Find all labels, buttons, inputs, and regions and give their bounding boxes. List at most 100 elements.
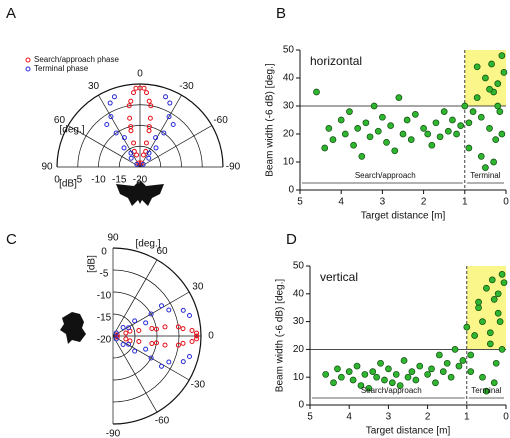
- data-point: [447, 373, 455, 381]
- data-point: [180, 340, 186, 346]
- data-point: [148, 311, 154, 317]
- data-point: [473, 63, 481, 71]
- data-point: [170, 121, 176, 127]
- data-point: [175, 342, 181, 348]
- data-point: [126, 103, 132, 109]
- data-point: [354, 125, 362, 132]
- data-point: [496, 318, 504, 325]
- data-point: [432, 379, 439, 387]
- data-point: [146, 124, 152, 130]
- r-tick-label: 0: [101, 247, 107, 258]
- data-point: [113, 130, 119, 136]
- y-tick-label: 40: [283, 73, 295, 84]
- data-point: [153, 326, 159, 332]
- data-point: [357, 382, 365, 389]
- x-tick-label: 2: [421, 197, 427, 208]
- data-point: [121, 145, 127, 151]
- theta-grid-line: [139, 125, 213, 168]
- data-point: [428, 365, 435, 373]
- phase-label-terminal: Terminal: [471, 386, 501, 395]
- data-point: [467, 368, 475, 375]
- data-point: [385, 365, 392, 373]
- x-tick-label: 2: [425, 412, 431, 423]
- data-point: [496, 108, 504, 115]
- data-point: [313, 88, 320, 96]
- data-point: [107, 100, 113, 106]
- x-tick-label: 1: [464, 412, 470, 423]
- x-tick-label: 1: [462, 197, 468, 208]
- data-point: [161, 130, 167, 136]
- data-point: [121, 135, 127, 141]
- data-point: [136, 328, 142, 334]
- data-point: [128, 98, 134, 104]
- data-point: [465, 144, 473, 152]
- data-point: [377, 359, 384, 367]
- phase-label-approach: approach: [382, 171, 415, 180]
- data-point: [358, 153, 366, 160]
- data-point: [400, 357, 408, 364]
- legend-marker: [25, 66, 31, 72]
- data-point: [146, 150, 152, 156]
- y-tick-label: 10: [283, 157, 295, 168]
- data-point: [396, 382, 404, 389]
- data-point: [337, 116, 345, 124]
- data-point: [486, 125, 493, 132]
- data-point: [123, 336, 129, 342]
- data-point: [467, 351, 475, 359]
- phase-label-approach: approach: [388, 386, 421, 395]
- theta-tick-label: 30: [88, 81, 100, 92]
- data-point: [465, 119, 473, 127]
- data-point: [374, 127, 382, 135]
- theta-grid-line: [112, 335, 190, 381]
- data-point: [132, 318, 138, 324]
- data-point: [436, 133, 444, 141]
- data-point: [189, 339, 195, 345]
- panel-annotation: vertical: [320, 270, 358, 284]
- data-point: [498, 52, 506, 59]
- r-tick-label: 0: [54, 175, 60, 186]
- data-point: [475, 298, 482, 306]
- theta-tick-label: -60: [155, 416, 170, 427]
- data-point: [494, 102, 502, 110]
- data-point: [440, 108, 448, 115]
- data-point: [143, 346, 149, 352]
- data-point: [153, 145, 159, 151]
- data-point: [498, 130, 506, 138]
- y-tick-label: 50: [293, 261, 305, 272]
- data-point: [153, 135, 159, 141]
- data-point: [412, 111, 419, 118]
- panel-letter: A: [6, 5, 16, 22]
- data-point: [392, 371, 400, 378]
- theta-tick-label: 90: [41, 162, 53, 173]
- data-point: [143, 320, 149, 326]
- data-point: [486, 329, 494, 337]
- theta-tick-label: 30: [192, 282, 204, 293]
- phase-label-search: Search/: [355, 171, 383, 180]
- data-point: [366, 133, 374, 141]
- panel-letter: D: [286, 231, 297, 248]
- data-point: [373, 373, 380, 381]
- data-point: [432, 119, 440, 127]
- y-tick-label: 20: [283, 129, 295, 140]
- x-axis-label: Target distance [m]: [366, 426, 451, 437]
- data-point: [338, 373, 345, 381]
- y-axis-label: Beam width (-6 dB) [deg.]: [265, 63, 276, 177]
- panel-letter: C: [6, 231, 17, 248]
- data-point: [345, 368, 353, 375]
- data-point: [486, 340, 494, 348]
- y-tick-label: 0: [298, 400, 304, 411]
- data-point: [370, 102, 378, 110]
- y-tick-label: 30: [283, 101, 295, 112]
- data-point: [488, 276, 496, 284]
- data-point: [141, 85, 147, 91]
- data-point: [490, 379, 498, 387]
- data-point: [163, 94, 169, 100]
- data-point: [146, 98, 152, 104]
- y-tick-label: 10: [293, 372, 305, 383]
- data-point: [387, 122, 394, 129]
- data-point: [187, 353, 193, 359]
- r-axis-label: [dB]: [59, 179, 77, 190]
- data-point: [353, 362, 361, 370]
- data-point: [439, 368, 447, 375]
- data-point: [350, 141, 357, 149]
